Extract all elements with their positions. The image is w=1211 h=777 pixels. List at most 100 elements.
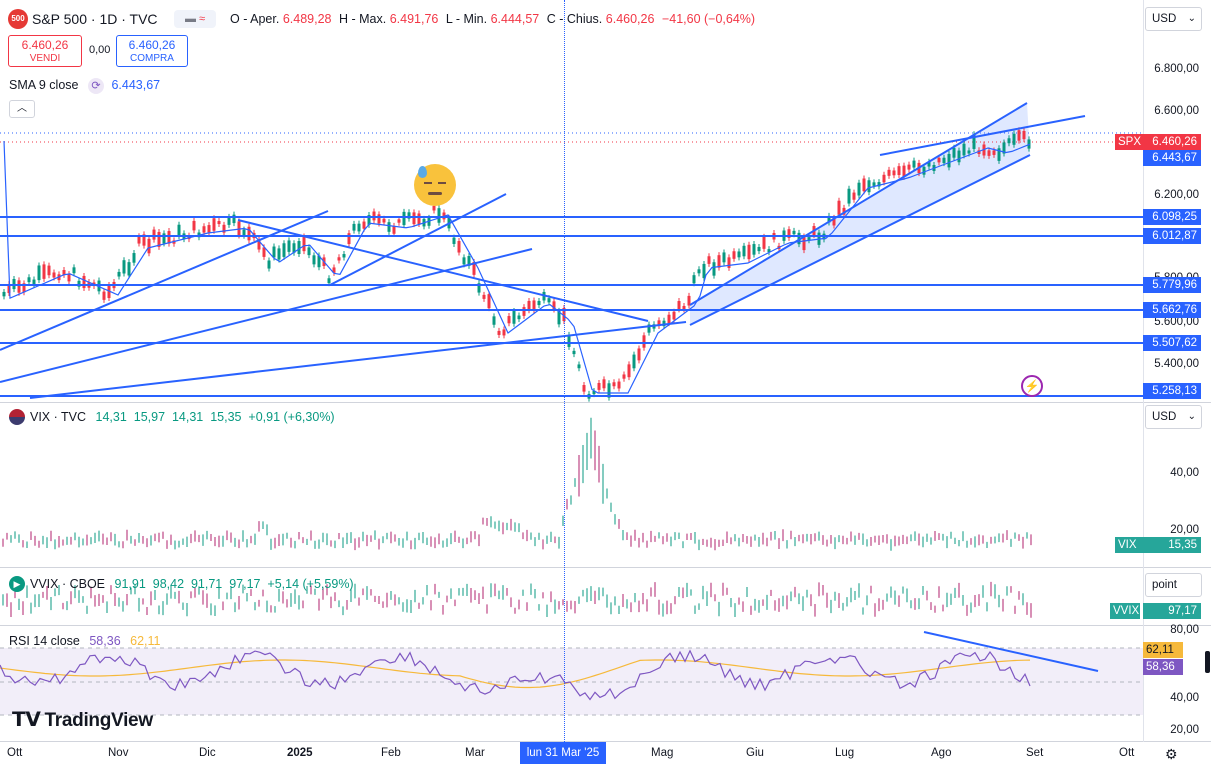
trend-line: [29, 321, 687, 399]
rsi-title: RSI 14 close: [9, 634, 80, 648]
vvix-unit-select[interactable]: point: [1145, 573, 1202, 597]
tradingview-mark-icon: 𝗧𝗩: [12, 709, 41, 731]
sell-price: 6.460,26: [21, 38, 69, 52]
rsi-axis-label: 20,00: [1170, 724, 1199, 736]
level-tag: 5.507,62: [1143, 335, 1201, 351]
pane-separator[interactable]: [0, 402, 1211, 403]
price-candle: [27, 277, 31, 283]
price-candle: [317, 255, 321, 268]
pane-separator[interactable]: [0, 567, 1211, 568]
pane-separator[interactable]: [0, 625, 1211, 626]
price-candle: [122, 260, 126, 274]
price-candle: [432, 205, 436, 211]
price-candle: [497, 330, 501, 335]
price-candle: [767, 249, 771, 253]
ohlc-legend: O - Aper. 6.489,28 H - Max. 6.491,76 L -…: [230, 12, 755, 26]
price-candle: [1017, 130, 1021, 141]
sma-value: 6.443,67: [111, 78, 161, 92]
time-label: Nov: [108, 747, 129, 759]
level-tag: 5.258,13: [1143, 383, 1201, 399]
price-candle: [937, 157, 941, 163]
price-candle: [22, 283, 26, 293]
price-axis[interactable]: [1143, 0, 1211, 742]
compare-toggle[interactable]: ▬ ≈: [174, 10, 216, 28]
buy-button[interactable]: 6.460,26 COMPRA: [116, 35, 188, 67]
pane-separator: [0, 741, 1211, 742]
price-candle: [287, 240, 291, 252]
price-candle: [157, 231, 161, 247]
price-candle: [572, 350, 576, 355]
trend-line: [0, 210, 329, 351]
price-candle: [392, 225, 396, 234]
price-candle: [722, 252, 726, 263]
pane-resize-handle[interactable]: [1205, 651, 1210, 673]
price-candle: [307, 247, 311, 256]
price-candle: [732, 251, 736, 259]
vix-values: 14,31 15,97 14,31 15,35 +0,91 (+6,30%): [95, 410, 335, 424]
spx-price-tag: 6.460,26: [1143, 134, 1201, 150]
price-candle: [132, 253, 136, 263]
price-candle: [502, 329, 506, 336]
price-candle: [232, 214, 236, 224]
price-candle: [52, 272, 56, 278]
price-candle: [957, 150, 961, 163]
price-candle: [717, 255, 721, 268]
trend-line: [879, 115, 1086, 156]
symbol-title[interactable]: S&P 500 · 1D · TVC: [32, 11, 158, 27]
sell-button[interactable]: 6.460,26 VENDI: [8, 35, 82, 67]
price-candle: [177, 224, 181, 237]
price-candle: [742, 245, 746, 257]
price-axis-label: 6.200,00: [1154, 189, 1199, 201]
price-candle: [72, 267, 76, 274]
rsi-legend[interactable]: RSI 14 close 58,36 62,11: [9, 634, 160, 648]
crosshair-vertical: [564, 0, 565, 742]
open-label: O - Aper.: [230, 12, 280, 26]
price-candle: [962, 143, 966, 156]
price-candle: [167, 231, 171, 244]
price-candle: [847, 188, 851, 204]
refresh-icon[interactable]: ⟳: [87, 78, 104, 94]
price-candle: [227, 216, 231, 225]
sma-legend[interactable]: SMA 9 close ⟳ 6.443,67: [9, 78, 160, 94]
lightning-icon[interactable]: ⚡: [1021, 375, 1043, 397]
price-candle: [1022, 130, 1026, 140]
rsi-axis-label: 80,00: [1170, 624, 1199, 636]
price-candle: [262, 247, 266, 257]
price-candle: [852, 192, 856, 200]
price-candle: [992, 150, 996, 155]
collapse-legend-button[interactable]: ︿: [9, 100, 35, 118]
price-candle: [1002, 142, 1006, 154]
level-tag: 6.098,25: [1143, 209, 1201, 225]
price-candle: [832, 217, 836, 226]
price-candle: [472, 261, 476, 275]
close-value: 6.460,26: [605, 12, 655, 26]
price-candle: [892, 170, 896, 176]
minus-icon: ▬: [184, 13, 196, 25]
price-candle: [402, 211, 406, 226]
price-candle: [492, 316, 496, 325]
currency-select[interactable]: USD ⌄: [1145, 7, 1202, 31]
price-candle: [747, 244, 751, 260]
buy-label: COMPRA: [130, 53, 174, 64]
price-candle: [277, 248, 281, 260]
price-chart[interactable]: [0, 0, 1143, 742]
price-candle: [512, 310, 516, 324]
vix-currency-select[interactable]: USD ⌄: [1145, 405, 1202, 429]
price-candle: [602, 379, 606, 389]
price-candle: [702, 263, 706, 279]
price-candle: [582, 385, 586, 392]
price-candle: [862, 178, 866, 192]
sma-line: [3, 140, 1031, 394]
worried-face-icon[interactable]: [414, 164, 456, 206]
change-value: −41,60 (−0,64%): [661, 12, 756, 26]
price-candle: [202, 226, 206, 233]
vix-price-tag: 15,35: [1143, 537, 1201, 553]
settings-icon[interactable]: ⚙: [1165, 746, 1178, 762]
price-candle: [737, 251, 741, 258]
vix-legend[interactable]: VIX · TVC 14,31 15,97 14,31 15,35 +0,91 …: [30, 410, 335, 424]
sp500-symbol-icon[interactable]: 500: [8, 9, 28, 29]
tradingview-logo[interactable]: 𝗧𝗩 TradingView: [12, 707, 153, 732]
trend-line: [923, 631, 1099, 672]
vvix-legend[interactable]: VVIX · CBOE 91,91 98,42 91,71 97,17 +5,1…: [30, 577, 354, 591]
